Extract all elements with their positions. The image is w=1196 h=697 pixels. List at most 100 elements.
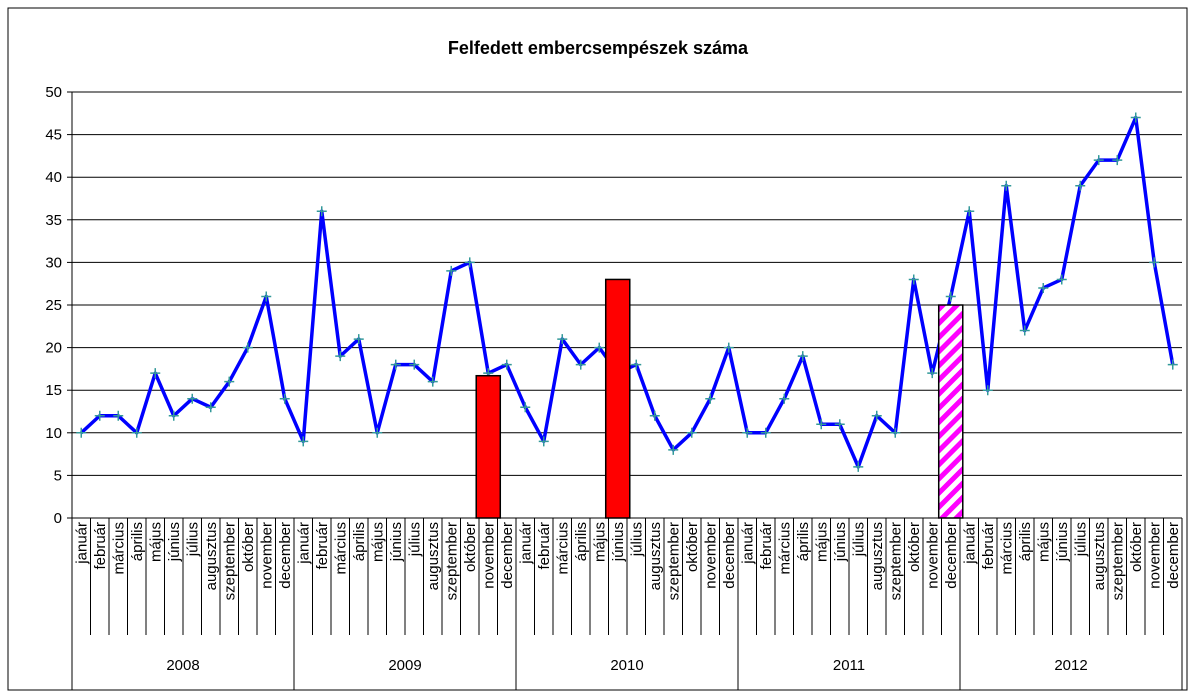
x-tick-label: augusztus [869,522,886,590]
marker [520,402,531,413]
marker [279,393,290,404]
x-tick-label: február [536,522,553,570]
marker [908,274,919,285]
x-tick-label: július [628,522,645,557]
marker [316,206,327,217]
x-tick-label: augusztus [203,522,220,590]
x-tick-label: január [517,522,534,565]
x-tick-label: április [573,522,590,561]
y-tick-label: 15 [45,382,62,399]
marker [853,461,864,472]
marker [1001,180,1012,191]
y-tick-label: 20 [45,340,62,357]
x-tick-label: július [1072,522,1089,557]
marker [1019,325,1030,336]
x-tick-label: április [129,522,146,561]
marker [76,427,87,438]
y-tick-label: 25 [45,297,62,314]
x-tick-label: május [369,522,386,562]
marker [945,291,956,302]
marker [1130,112,1141,123]
marker [705,393,716,404]
marker [1149,257,1160,268]
marker [631,359,642,370]
x-tick-label: október [462,522,479,572]
marker [1038,282,1049,293]
x-tick-label: október [1128,522,1145,572]
x-tick-label: szeptember [887,522,904,600]
x-tick-label: november [924,522,941,589]
marker [816,419,827,430]
x-tick-label: március [110,522,127,575]
marker [1093,155,1104,166]
x-tick-label: január [295,522,312,565]
marker [686,427,697,438]
year-label: 2008 [166,657,199,674]
marker [834,419,845,430]
x-tick-label: május [591,522,608,562]
y-tick-label: 45 [45,127,62,144]
marker [1075,180,1086,191]
marker [298,436,309,447]
year-label: 2012 [1054,657,1087,674]
marker [890,427,901,438]
marker [557,334,568,345]
x-tick-label: április [351,522,368,561]
x-tick-label: szeptember [1109,522,1126,600]
x-tick-label: október [906,522,923,572]
marker [501,359,512,370]
x-tick-label: április [1017,522,1034,561]
y-tick-label: 35 [45,212,62,229]
x-tick-label: február [980,522,997,570]
x-tick-label: március [998,522,1015,575]
marker [113,410,124,421]
marker [242,342,253,353]
marker [982,385,993,396]
x-tick-label: szeptember [221,522,238,600]
year-label: 2009 [388,657,421,674]
marker [575,359,586,370]
x-tick-label: október [240,522,257,572]
marker [150,368,161,379]
marker [205,402,216,413]
marker [964,206,975,217]
x-tick-label: május [813,522,830,562]
marker [372,427,383,438]
marker [871,410,882,421]
y-tick-label: 5 [54,467,62,484]
x-tick-label: február [92,522,109,570]
marker [427,376,438,387]
bar [475,374,502,519]
marker [261,291,272,302]
x-tick-label: február [314,522,331,570]
marker [1056,274,1067,285]
chart-title: Felfedett embercsempészek száma [448,38,749,58]
x-tick-label: november [480,522,497,589]
marker [668,444,679,455]
marker [594,342,605,353]
x-tick-label: június [166,522,183,562]
x-tick-label: október [684,522,701,572]
x-tick-label: július [184,522,201,557]
marker [1112,155,1123,166]
marker [1167,359,1178,370]
x-tick-label: június [388,522,405,562]
x-tick-label: szeptember [665,522,682,600]
x-tick-label: március [332,522,349,575]
marker [464,257,475,268]
x-tick-label: január [961,522,978,565]
year-label: 2010 [610,657,643,674]
marker [224,376,235,387]
x-tick-label: augusztus [1091,522,1108,590]
marker [409,359,420,370]
marker [742,427,753,438]
y-tick-label: 10 [45,425,62,442]
x-tick-label: május [1035,522,1052,562]
x-tick-label: március [776,522,793,575]
y-tick-label: 30 [45,254,62,271]
x-tick-label: november [1146,522,1163,589]
x-tick-label: március [554,522,571,575]
marker [390,359,401,370]
marker [723,342,734,353]
